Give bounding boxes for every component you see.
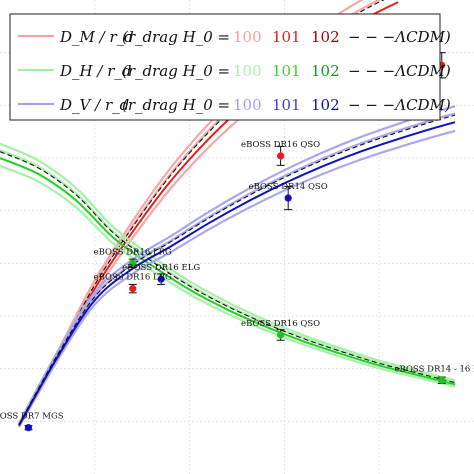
point-label-5: eBOSS DR16 QSO: [241, 319, 320, 329]
data-points: [24, 52, 446, 432]
legend-lcdm-dm: − − −ΛCDM): [348, 28, 451, 46]
series-band-1-0: [0, 164, 456, 388]
data-point-2: [129, 259, 137, 267]
point-label-3: eBOSS DR16 ELG: [122, 263, 200, 273]
series-band-2-1: [17, 112, 456, 425]
series-line-1: [0, 157, 456, 386]
legend-box: [9, 13, 441, 121]
legend-lcdm-dv: − − −ΛCDM): [348, 96, 451, 114]
series-lines: [0, 0, 456, 428]
series-band-2-2: [17, 105, 456, 424]
point-label-0: eBOSS DR16 QSO: [241, 140, 320, 150]
legend-value-dv-0: 100: [233, 96, 262, 114]
legend-value-dm-2: 102: [311, 28, 340, 46]
legend-param-dm: (r_drag H_0 =: [122, 28, 230, 46]
legend-value-dv-2: 102: [311, 96, 340, 114]
point-label-2: eBOSS DR16 LRG: [94, 247, 172, 257]
legend-name-dm: D_M / r_d: [59, 28, 134, 46]
point-label-1: eBOSS DR14 QSO: [249, 182, 328, 192]
legend-value-dh-2: 102: [311, 62, 340, 80]
point-label-7: BOSS DR7 MGS: [0, 412, 64, 422]
legend-value-dm-1: 101: [272, 28, 301, 46]
legend-value-dm-0: 100: [233, 28, 262, 46]
legend: D_M / r_d (r_drag H_0 = 100 101 102 − − …: [9, 13, 451, 121]
series-lcdm-2: [18, 114, 456, 425]
series-line-2: [18, 121, 456, 427]
data-point-4: [129, 285, 137, 293]
series-band-1-2: [0, 142, 456, 382]
data-point-0: [277, 152, 285, 160]
data-point-5: [277, 331, 285, 339]
data-point-6: [438, 376, 446, 384]
data-point-1: [284, 194, 292, 202]
legend-name-dh: D_H / r_d: [59, 62, 131, 80]
legend-name-dv: D_V / r_d: [59, 96, 129, 114]
legend-value-dh-1: 101: [272, 62, 301, 80]
legend-lcdm-dh: − − −ΛCDM): [348, 62, 451, 80]
point-labels: eBOSS DR16 QSO eBOSS DR14 QSO eBOSS DR16 L…: [0, 140, 474, 422]
legend-param-dv: (r_drag H_0 =: [122, 96, 230, 114]
data-point-3: [157, 275, 165, 283]
series-band-2-0: [18, 129, 456, 428]
legend-value-dv-1: 101: [272, 96, 301, 114]
point-label-6: eBOSS DR14 - 16 Lyα: [395, 364, 474, 374]
legend-param-dh: (r_drag H_0 =: [122, 62, 230, 80]
data-point-7: [24, 424, 33, 432]
point-label-4: eBOSS DR16 LRG: [94, 273, 172, 283]
legend-value-dh-0: 100: [233, 62, 262, 80]
series-band-1-1: [0, 149, 456, 384]
